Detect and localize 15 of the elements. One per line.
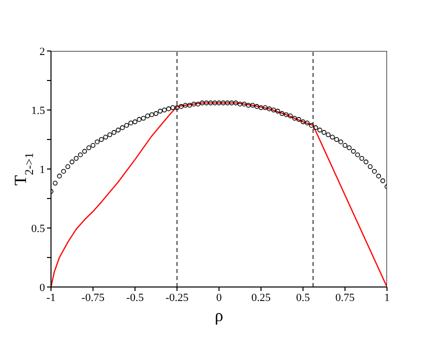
x-tick-label: 1 — [384, 292, 390, 304]
x-tick-label: 0.25 — [251, 292, 272, 304]
x-tick-label: -0.25 — [166, 292, 189, 304]
x-tick-label: 0.75 — [335, 292, 356, 304]
x-tick-label: -0.75 — [82, 292, 105, 304]
y-tick-label: 1 — [40, 164, 45, 176]
x-tick-label: -1 — [46, 292, 56, 304]
y-tick-label: 2 — [40, 46, 45, 58]
y-tick-label: 0.5 — [31, 222, 46, 235]
x-tick-label: 0 — [216, 292, 222, 304]
y-tick-label: 0 — [40, 282, 46, 294]
x-tick-label: 0.5 — [296, 292, 310, 304]
x-tick-label: -0.5 — [126, 292, 144, 304]
y-tick-label: 1.5 — [31, 104, 46, 117]
x-axis-title: ρ — [214, 306, 224, 325]
